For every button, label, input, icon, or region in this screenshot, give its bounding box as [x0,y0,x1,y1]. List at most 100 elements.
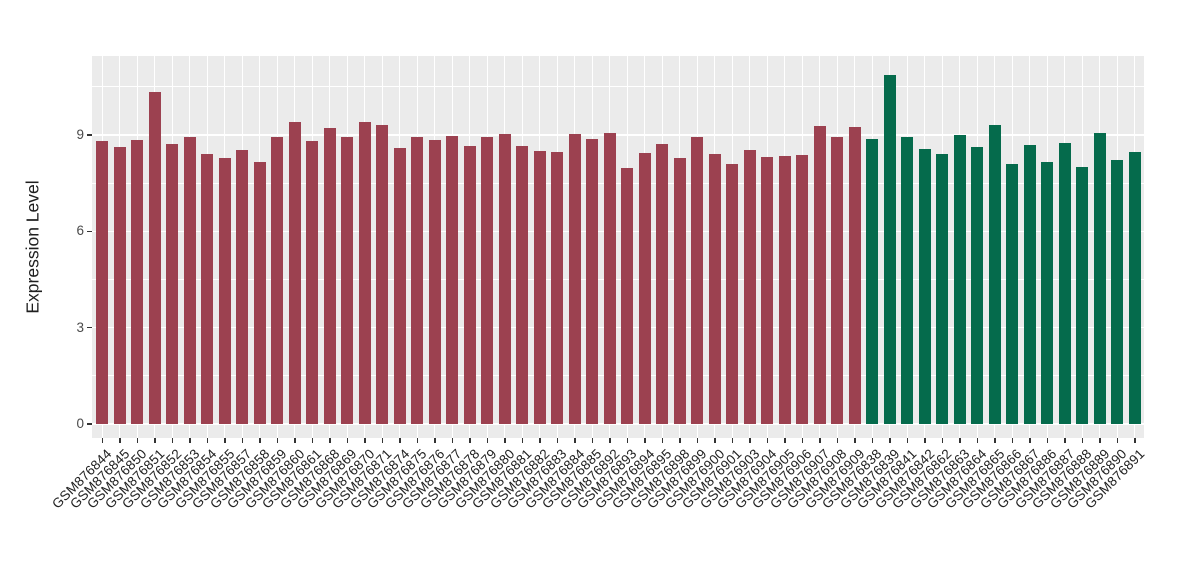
minor-gridline [92,375,1144,377]
x-tick-mark [346,438,349,443]
x-tick-mark [399,438,401,443]
y-tick-label: 9 [76,127,84,143]
bar [953,135,966,424]
bar [218,157,231,424]
x-tick-mark [311,438,314,443]
bar [1006,163,1019,424]
bar [568,134,581,424]
bar [358,121,371,424]
x-tick-mark [854,438,856,443]
x-tick-mark [1029,438,1031,443]
bar [708,153,721,424]
bar [691,137,704,424]
x-tick-mark [154,438,156,443]
x-tick-mark [504,438,506,443]
x-tick-mark [976,438,979,443]
bar [971,146,984,424]
bar [428,140,441,424]
x-tick-mark [276,438,279,443]
bar [831,136,844,424]
x-tick-mark [924,438,926,443]
x-tick-mark [224,438,226,443]
major-gridline [92,134,1144,136]
bar [988,125,1001,424]
bar [551,152,564,424]
bar [673,157,686,424]
y-tick-label: 3 [76,319,84,335]
x-tick-mark [1011,438,1014,443]
x-tick-mark [731,438,734,443]
bar [323,128,336,424]
x-tick-mark [171,438,174,443]
bar [271,137,284,424]
minor-gridline [92,182,1144,184]
x-tick-mark [889,438,891,443]
y-tick-mark [87,134,92,136]
bar [288,121,301,424]
x-tick-mark [801,438,804,443]
bar [1023,145,1036,424]
bar [796,155,809,424]
x-tick-mark [1064,438,1066,443]
y-axis-title: Expression Level [22,180,43,314]
bar [778,155,791,424]
x-tick-mark [871,438,874,443]
bar [341,136,354,424]
bar [183,136,196,424]
bar [866,139,879,424]
bar [411,136,424,424]
x-tick-mark [416,438,419,443]
bar [236,149,249,424]
x-tick-mark [556,438,559,443]
bar [1076,166,1089,424]
x-tick-mark [364,438,366,443]
x-tick-mark [1081,438,1084,443]
bar [201,154,214,424]
bar [516,145,529,424]
bar [1111,160,1124,424]
bar [743,150,756,424]
bar [131,140,144,424]
x-tick-mark [381,438,384,443]
major-gridline [92,230,1144,233]
x-tick-mark [696,438,699,443]
bar [376,125,389,424]
x-tick-mark [136,438,139,443]
x-tick-mark [119,438,121,443]
major-gridline [92,326,1144,329]
x-tick-mark [521,438,524,443]
x-tick-mark [539,438,541,443]
x-tick-mark [329,438,331,443]
bar [306,141,319,424]
bar [761,156,774,424]
major-gridline [92,423,1144,425]
x-tick-mark [1134,438,1136,443]
x-tick-mark [1046,438,1049,443]
bar [638,152,651,424]
x-tick-mark [1099,438,1101,443]
bar [253,162,266,424]
x-tick-mark [486,438,489,443]
bar [96,141,109,424]
x-tick-mark [206,438,209,443]
x-tick-mark [189,438,191,443]
bar [813,126,826,424]
x-tick-mark [644,438,646,443]
minor-gridline [92,86,1144,88]
x-tick-mark [591,438,594,443]
bar [463,146,476,424]
x-tick-mark [609,438,611,443]
x-tick-mark [714,438,716,443]
bar [1128,152,1141,424]
bar [481,137,494,424]
x-tick-mark [994,438,996,443]
bar [656,143,669,424]
bar [148,91,161,424]
x-tick-mark [679,438,681,443]
bar [586,138,599,424]
x-tick-mark [259,438,261,443]
x-tick-mark [959,438,961,443]
x-tick-mark [434,438,436,443]
x-tick-mark [469,438,471,443]
